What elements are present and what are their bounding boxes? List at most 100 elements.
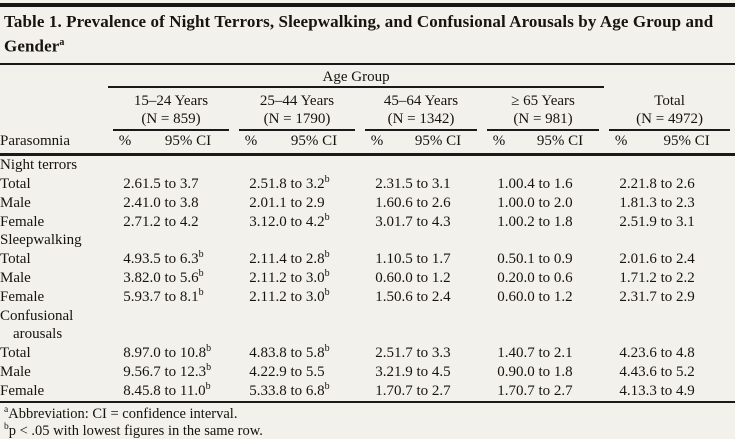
significance-marker: b — [324, 211, 330, 223]
prevalence-percent-cell: 1.8 — [619, 194, 639, 211]
section-label: Night terrors — [0, 157, 78, 174]
prevalence-percent-cell: 2.1 — [249, 269, 268, 286]
group-header: 45–64 Years (N = 1342) — [360, 87, 482, 131]
row-label: Female — [0, 288, 45, 305]
percent-column-header: % — [244, 133, 258, 150]
significance-marker: b — [324, 249, 330, 261]
row-label: Male — [0, 363, 31, 380]
confidence-interval-cell: 3.7 to 8.1b — [142, 286, 204, 305]
table-row: Total 8.9 7.0 to 10.8b 4.8 3.8 to 5.8b 2.5 1.7… — [0, 344, 735, 363]
ci-column-header: 95% CI — [414, 133, 462, 150]
group-header-text: ≥ 65 Years (N = 981) — [487, 92, 600, 131]
prevalence-percent-cell: 1.1 — [375, 251, 394, 268]
confidence-interval-cell: 0.7 to 2.1 — [516, 345, 573, 362]
prevalence-percent-cell: 2.3 — [375, 175, 394, 192]
confidence-interval-cell: 1.9 to 3.1 — [638, 213, 695, 230]
prevalence-percent-cell: 1.0 — [497, 175, 516, 192]
prevalence-percent-cell: 2.5 — [249, 175, 268, 192]
confidence-interval-cell: 0.5 to 1.7 — [394, 251, 451, 268]
confidence-interval-cell: 3.6 to 4.8 — [638, 345, 695, 362]
table-title-block: Table 1. Prevalence of Night Terrors, Sl… — [0, 7, 735, 63]
group-header-text: 45–64 Years (N = 1342) — [365, 92, 477, 131]
table-head: Age Group 15–24 Years (N = 859) 25–44 Year… — [0, 64, 735, 155]
confidence-interval-cell: 3.3 to 4.9 — [638, 382, 695, 399]
prevalence-percent-cell: 3.2 — [375, 363, 394, 380]
confidence-interval-cell: 0.0 to 0.6 — [516, 269, 573, 286]
percent-column-header: % — [492, 133, 506, 150]
confidence-interval-cell: 1.7 to 2.9 — [638, 288, 695, 305]
prevalence-percent-cell: 8.9 — [123, 345, 142, 362]
row-label: Male — [0, 194, 31, 211]
confidence-interval-cell: 0.0 to 1.2 — [516, 288, 573, 305]
ci-column-header: 95% CI — [663, 133, 710, 150]
spacer-cell — [0, 65, 108, 87]
prevalence-percent-cell: 1.0 — [497, 194, 516, 211]
age-group-spanner: Age Group — [108, 64, 605, 88]
confidence-interval-cell: 0.0 to 1.8 — [516, 363, 573, 380]
section-label: Sleepwalking — [0, 232, 82, 249]
table-row: Female 2.7 1.2 to 4.2 3.1 2.0 to 4.2b 3.0 1.7 … — [0, 211, 735, 232]
prevalence-percent-cell: 1.7 — [619, 269, 639, 286]
confidence-interval-cell: 5.8 to 11.0b — [142, 380, 211, 399]
significance-marker: b — [198, 267, 204, 279]
group-header: Total (N = 4972) — [604, 87, 735, 131]
prevalence-percent-cell: 1.4 — [497, 345, 516, 362]
confidence-interval-cell: 6.7 to 12.3b — [142, 361, 212, 380]
significance-marker: b — [324, 173, 330, 185]
prevalence-percent-cell: 4.1 — [619, 382, 639, 399]
confidence-interval-cell: 3.8 to 5.8b — [268, 343, 330, 362]
significance-marker: b — [205, 380, 211, 392]
confidence-interval-cell: 1.7 to 3.3 — [394, 345, 451, 362]
group-header: ≥ 65 Years (N = 981) — [482, 87, 604, 131]
section-header-row: Night terrors — [0, 155, 735, 175]
footnote: aAbbreviation: CI = confidence interval. — [4, 404, 238, 422]
footnote-marker: b — [4, 421, 9, 432]
confidence-interval-cell: 1.9 to 4.5 — [394, 363, 451, 380]
prevalence-percent-cell: 0.9 — [497, 363, 516, 380]
prevalence-percent-cell: 1.5 — [375, 288, 394, 305]
group-header: 15–24 Years (N = 859) — [108, 87, 234, 131]
prevalence-percent-cell: 1.7 — [375, 382, 394, 399]
prevalence-percent-cell: 1.0 — [497, 213, 516, 230]
prevalence-percent-cell: 3.8 — [123, 269, 142, 286]
table-row: Total 2.6 1.5 to 3.7 2.5 1.8 to 3.2b 2.3 1.5 t… — [0, 173, 735, 194]
percent-column-header: % — [614, 133, 628, 150]
prevalence-percent-cell: 4.2 — [249, 363, 268, 380]
confidence-interval-cell: 1.6 to 2.4 — [638, 251, 695, 268]
prevalence-percent-cell: 2.5 — [375, 345, 394, 362]
significance-marker: b — [324, 343, 330, 355]
footnotes: aAbbreviation: CI = confidence interval.… — [0, 403, 735, 439]
group-header-text: 15–24 Years (N = 859) — [113, 92, 229, 131]
confidence-interval-cell: 0.0 to 2.0 — [516, 194, 573, 211]
table-row: Male 9.5 6.7 to 12.3b 4.2 2.9 to 5.5 3.2 1.9 t… — [0, 361, 735, 382]
confidence-interval-cell: 0.1 to 0.9 — [516, 251, 573, 268]
significance-marker: b — [198, 249, 204, 261]
confidence-interval-cell: 1.2 to 2.2 — [638, 269, 695, 286]
parasomnia-column-header: Parasomnia — [0, 133, 70, 150]
table-body: Night terrors Total 2.6 1.5 to 3.7 2.5 1.8 to… — [0, 155, 735, 402]
confidence-interval-cell: 0.2 to 1.8 — [516, 213, 573, 230]
spacer-cell — [604, 65, 735, 87]
significance-marker: b — [324, 267, 330, 279]
prevalence-percent-cell: 2.1 — [249, 251, 268, 268]
confidence-interval-cell: 1.8 to 2.6 — [638, 175, 695, 192]
section-label: Confusional arousals — [0, 307, 74, 343]
prevalence-percent-cell: 2.7 — [123, 213, 142, 230]
spacer-cell — [0, 87, 108, 131]
prevalence-percent-cell: 5.3 — [249, 382, 268, 399]
confidence-interval-cell: 0.6 to 2.6 — [394, 194, 451, 211]
confidence-interval-cell: 1.8 to 3.2b — [268, 173, 330, 192]
prevalence-percent-cell: 2.2 — [619, 175, 639, 192]
confidence-interval-cell: 3.5 to 6.3b — [142, 249, 204, 268]
prevalence-percent-cell: 0.6 — [497, 288, 516, 305]
prevalence-percent-cell: 4.2 — [619, 345, 639, 362]
prevalence-percent-cell: 2.3 — [619, 288, 639, 305]
prevalence-percent-cell: 2.5 — [619, 213, 639, 230]
confidence-interval-cell: 1.2 to 3.0b — [268, 267, 330, 286]
subheader-row: Parasomnia % 95% CI% 95% CI% 95% CI% 95% CI%… — [0, 131, 735, 155]
prevalence-percent-cell: 1.6 — [375, 194, 394, 211]
significance-marker: b — [198, 286, 204, 298]
confidence-interval-cell: 1.2 to 3.0b — [268, 286, 330, 305]
prevalence-percent-cell: 4.8 — [249, 345, 268, 362]
prevalence-table: Age Group 15–24 Years (N = 859) 25–44 Year… — [0, 64, 735, 403]
